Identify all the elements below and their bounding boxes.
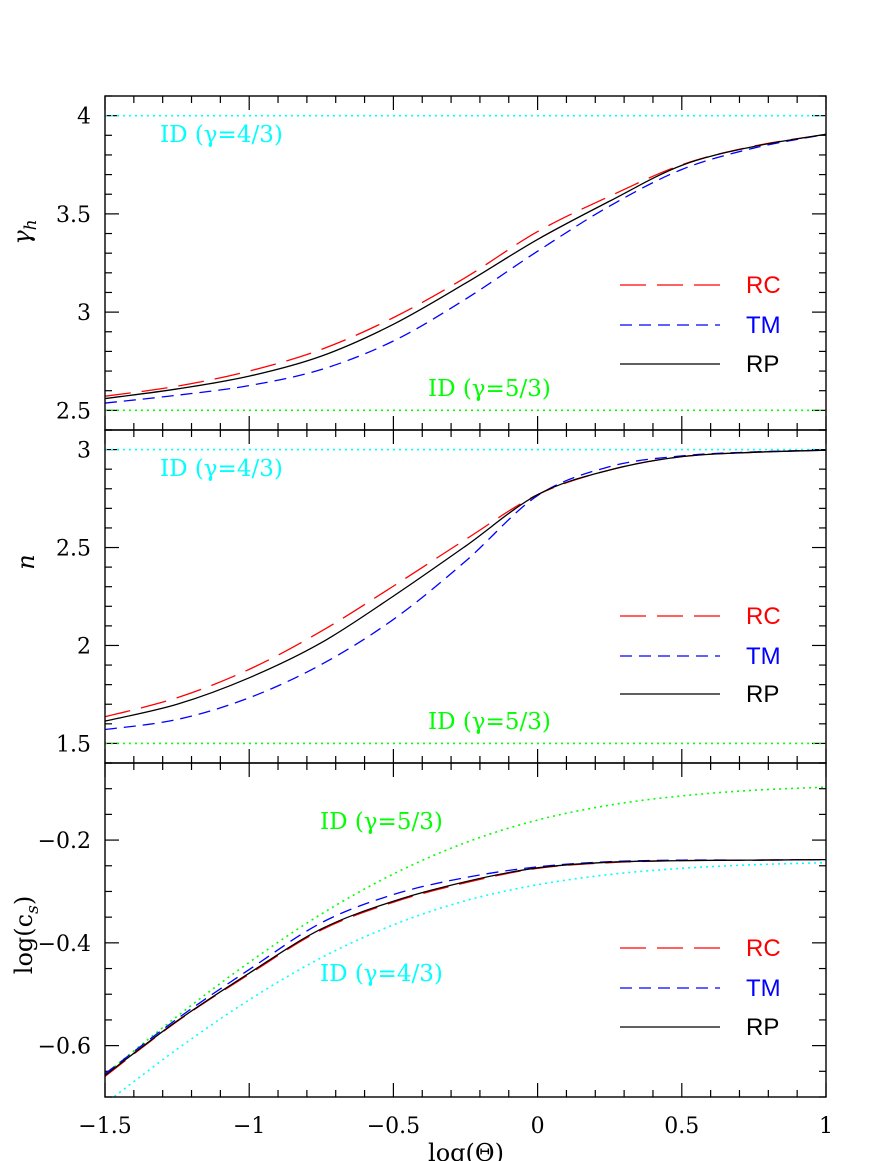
x-tick-label: −1	[233, 1114, 265, 1139]
legend: RC TM RP	[620, 935, 781, 1041]
y-axis-label-main: γ	[8, 230, 36, 245]
y-tick-label: 2.5	[56, 399, 91, 424]
y-tick-label: 3	[77, 439, 91, 464]
legend-label-rp: RP	[746, 1014, 779, 1041]
y-axis-label-subscript: h	[21, 219, 41, 230]
x-tick-label: 0.5	[664, 1114, 699, 1139]
y-axis-label: γh	[8, 219, 41, 244]
y-tick-label: 3.5	[56, 203, 91, 228]
reference-label: ID (γ=4/3)	[160, 122, 283, 148]
y-axis-label: log(cs)	[10, 896, 43, 974]
series-line-tm	[105, 133, 826, 404]
legend-label-rp: RP	[746, 681, 779, 708]
y-tick-label: 2.5	[56, 537, 91, 562]
legend-label-rc: RC	[746, 603, 781, 630]
series-line-rp	[105, 133, 826, 400]
reference-line-id-4-3	[112, 861, 826, 1097]
legend: RC TM RP	[620, 272, 781, 378]
y-tick-label: 1.5	[56, 732, 91, 757]
x-axis-label: log(Θ)	[428, 1139, 504, 1161]
y-axis-label: n	[12, 554, 40, 569]
legend-label-rc: RC	[746, 272, 781, 299]
y-tick-label: −0.6	[38, 1035, 91, 1060]
x-tick-label: −0.5	[367, 1114, 420, 1139]
panel-middle: ID (γ=4/3) ID (γ=5/3) RC TM RP 3 2.5 2 1.5 n	[12, 429, 827, 764]
y-tick-label: −0.4	[38, 932, 91, 957]
y-axis-label-tail: )	[10, 896, 38, 905]
legend-label-tm: TM	[746, 312, 781, 339]
plot-frame	[104, 762, 827, 1098]
legend: RC TM RP	[620, 603, 781, 708]
reference-label: ID (γ=4/3)	[320, 961, 443, 987]
panel-bottom: ID (γ=5/3) ID (γ=4/3) RC TM RP −0.2 −0.4 −0.6 −1…	[10, 762, 833, 1161]
x-tick-label: −1.5	[78, 1114, 131, 1139]
y-tick-label: 4	[77, 105, 91, 130]
reference-label: ID (γ=5/3)	[428, 709, 551, 735]
x-tick-label: 0	[531, 1114, 545, 1139]
ticks	[104, 762, 827, 1098]
reference-label: ID (γ=5/3)	[320, 809, 443, 835]
panel-top: ID (γ=4/3) ID (γ=5/3) RC TM RP 4 3.5 3 2.5 γh	[8, 95, 827, 431]
legend-label-tm: TM	[746, 643, 781, 670]
y-tick-label: −0.2	[38, 829, 91, 854]
series-line-tm	[105, 858, 826, 1075]
y-tick-label: 2	[77, 634, 91, 659]
y-tick-label: 3	[77, 301, 91, 326]
x-tick-label: 1	[819, 1114, 833, 1139]
series-line-rc	[105, 449, 826, 718]
series-line-rc	[105, 858, 826, 1077]
legend-label-rc: RC	[746, 935, 781, 962]
reference-label: ID (γ=5/3)	[428, 376, 551, 402]
series-line-rp	[105, 449, 826, 722]
y-axis-label-main: log(c	[10, 914, 38, 974]
legend-label-rp: RP	[746, 351, 779, 378]
reference-label: ID (γ=4/3)	[160, 456, 283, 482]
y-axis-label-subscript: s	[23, 905, 43, 914]
y-axis-label-main: n	[12, 554, 40, 569]
series-line-rp	[105, 858, 826, 1076]
reference-line-id-5-3	[105, 786, 826, 1076]
series-line-tm	[105, 449, 826, 731]
legend-label-tm: TM	[746, 975, 781, 1002]
series-line-rc	[105, 133, 826, 397]
